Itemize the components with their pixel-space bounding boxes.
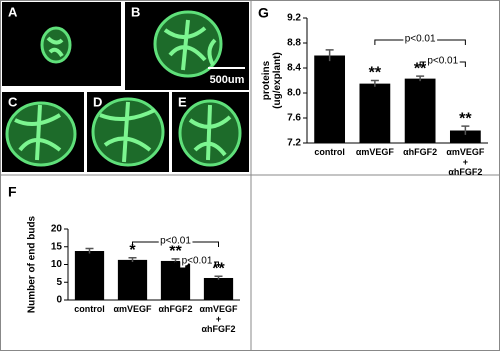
y-tick-label: 0 [56, 295, 62, 306]
error-bar [461, 125, 470, 135]
significance-label: p<0.01 [405, 34, 436, 45]
panel-label: B [131, 4, 140, 19]
significance-label: p<0.01 [182, 256, 213, 267]
significance-stars: ** [414, 60, 427, 77]
y-tick-label: 8.4 [287, 63, 301, 74]
significance-bracket [132, 241, 219, 247]
significance-stars: * [129, 242, 136, 259]
error-bar [128, 257, 137, 263]
significance-stars: ** [369, 65, 382, 82]
x-tick-label: control [74, 304, 105, 314]
y-tick-label: 20 [51, 224, 63, 235]
bar [117, 259, 148, 300]
significance-label: p<0.01 [160, 236, 191, 247]
error-bar [85, 247, 94, 254]
y-axis-label: proteins [261, 60, 272, 100]
panel-label: F [8, 184, 17, 200]
vessels [14, 19, 232, 163]
y-tick-label: 10 [51, 259, 63, 270]
y-tick-label: 7.2 [287, 138, 301, 149]
y-axis-label: (ug/explant) [272, 52, 283, 109]
panel-label: G [258, 5, 269, 21]
y-tick-label: 8.8 [287, 38, 301, 49]
x-tick-label: αmVEGF [113, 304, 152, 314]
y-axis-label: Number of end buds [27, 215, 38, 313]
bar [203, 277, 234, 300]
panel-label: A [8, 4, 18, 19]
x-tick-label: αmVEGF + αhFGF2 [446, 147, 485, 177]
x-tick-label: control [314, 147, 345, 157]
y-tick-label: 15 [51, 241, 63, 252]
significance-label: p<0.01 [427, 56, 458, 67]
error-bar [214, 275, 223, 280]
panel-label: C [8, 94, 18, 109]
x-tick-label: αhFGF2 [158, 304, 193, 314]
panel-label: D [93, 94, 102, 109]
bar [160, 260, 191, 300]
error-bar [416, 75, 425, 82]
bar [74, 251, 105, 300]
significance-bracket [374, 39, 466, 45]
error-bar [325, 49, 334, 62]
bar [359, 83, 391, 143]
significance-stars: ** [459, 110, 472, 127]
y-tick-label: 9.2 [287, 13, 301, 24]
significance-bracket [419, 61, 466, 67]
y-tick-label: 8.0 [287, 88, 301, 99]
error-bar [370, 79, 379, 87]
y-tick-label: 7.6 [287, 113, 301, 124]
significance-stars: ** [212, 260, 225, 277]
panel-label: E [178, 94, 187, 109]
y-tick-label: 5 [56, 277, 62, 288]
significance-stars: ** [169, 243, 182, 260]
x-tick-label: αhFGF2 [403, 147, 438, 157]
x-tick-label: αmVEGF + αhFGF2 [199, 304, 238, 334]
bar [314, 55, 346, 143]
bar [449, 130, 481, 143]
significance-bracket [175, 261, 219, 267]
micrographs: 500um A B C D E [2, 2, 249, 172]
bar [404, 78, 436, 143]
x-tick-label: αmVEGF [355, 147, 394, 157]
scale-label: 500um [210, 74, 245, 86]
